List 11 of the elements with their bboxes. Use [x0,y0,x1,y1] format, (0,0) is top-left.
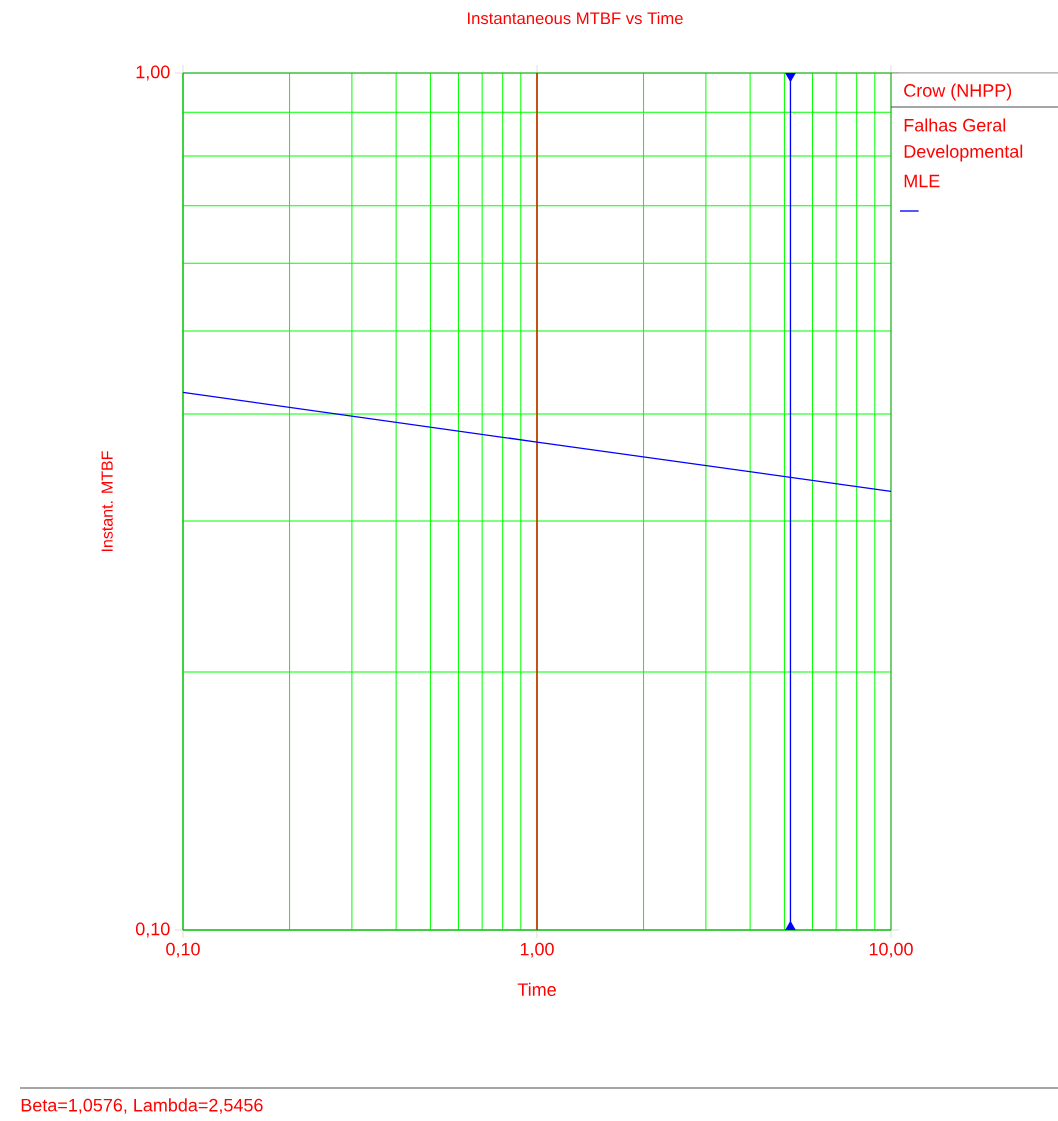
x-tick-label: 10,00 [869,942,913,958]
y-axis-title: Instant. MTBF [101,451,113,552]
x-tick-label: 0,10 [165,942,200,958]
x-tick-label: 1,00 [520,942,554,958]
text: Falhas Geral [904,118,1005,132]
legend-title: Crow (NHPP) [903,83,1011,101]
text: Beta=1,0576, Lambda=2,5456 [21,1098,263,1114]
text: Developmental [904,144,1022,162]
chart-title: Instantaneous MTBF vs Time [467,11,683,25]
x-axis-title: Time [517,982,556,996]
text: MLE [904,174,940,188]
